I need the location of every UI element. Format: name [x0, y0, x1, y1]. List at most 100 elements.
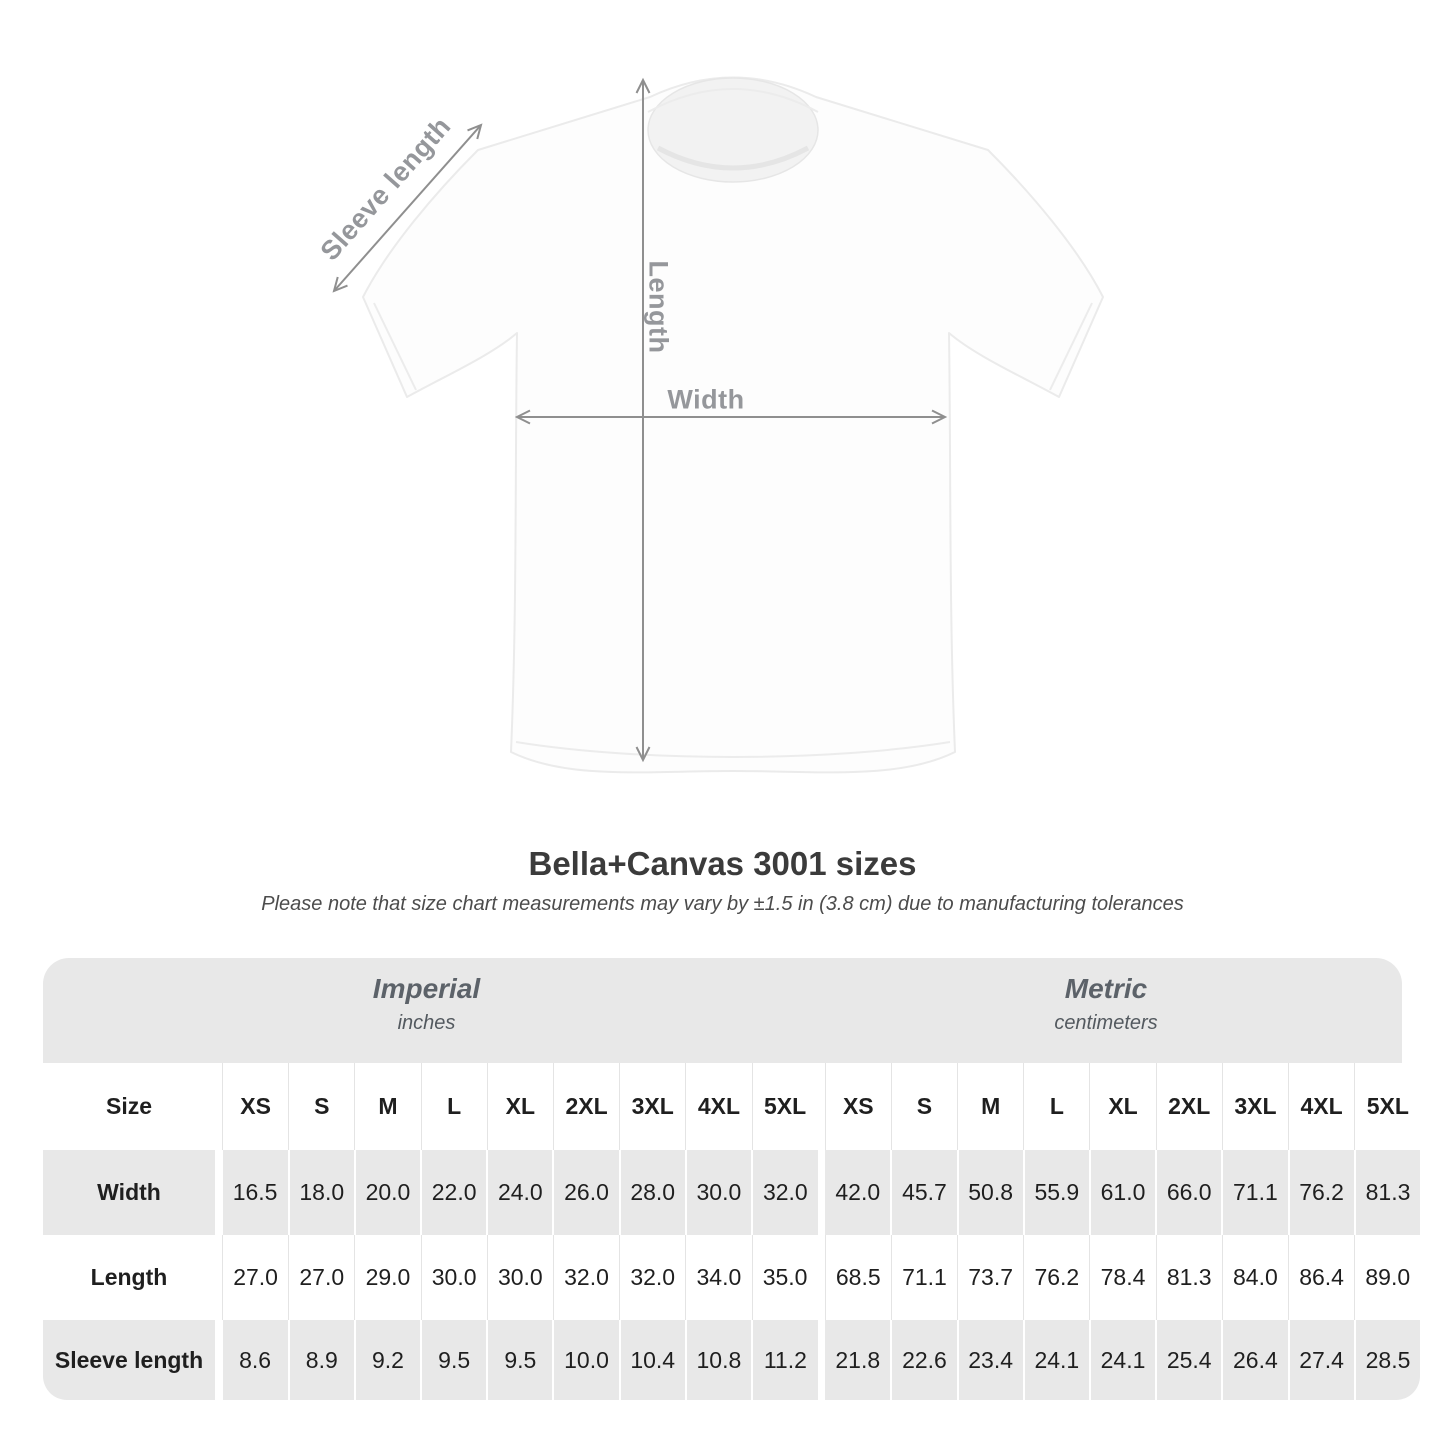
- measurement-cell: 9.5: [420, 1320, 488, 1400]
- size-row-header: Size: [43, 1063, 215, 1150]
- measurement-cell: 9.2: [353, 1320, 422, 1400]
- column-gap: [817, 1320, 826, 1400]
- size-col-header: XL: [1089, 1063, 1157, 1150]
- measurement-row: Sleeve length 8.6 8.9 9.2 9.5 9.5 10.0 10.4 10.8…: [43, 1320, 1421, 1400]
- size-col-header: XL: [486, 1063, 554, 1150]
- measurement-cell: 45.7: [890, 1150, 958, 1235]
- collar-inner-shadow: [656, 145, 810, 171]
- measurement-cell: 9.5: [486, 1320, 554, 1400]
- length-label: Length: [643, 260, 674, 354]
- column-gap: [817, 1063, 826, 1150]
- measurement-cell: 25.4: [1155, 1320, 1223, 1400]
- measurement-cell: 26.4: [1221, 1320, 1289, 1400]
- measurement-cell: 22.0: [420, 1150, 488, 1235]
- measurement-cell: 61.0: [1088, 1150, 1157, 1235]
- measurement-cell: 27.0: [221, 1235, 289, 1320]
- size-col-header: M: [354, 1063, 422, 1150]
- measurement-cell: 42.0: [825, 1150, 892, 1235]
- measurement-cell: 11.2: [751, 1320, 818, 1400]
- measurement-cell: 8.6: [222, 1320, 289, 1400]
- hem-stitch: [515, 741, 951, 758]
- measurement-cell: 32.0: [619, 1235, 686, 1320]
- measurement-cell: 24.1: [1022, 1320, 1090, 1400]
- imperial-header: Imperial inches: [43, 958, 810, 1063]
- measurement-cell: 89.0: [1354, 1235, 1421, 1320]
- measurement-cell: 32.0: [552, 1235, 620, 1320]
- left-cuff-stitch: [373, 302, 417, 391]
- measurement-cell: 34.0: [685, 1235, 752, 1320]
- size-col-header: 2XL: [1155, 1063, 1223, 1150]
- measurement-cell: 81.3: [1353, 1150, 1421, 1235]
- metric-header: Metric centimeters: [810, 958, 1402, 1063]
- length-arrow: [635, 77, 651, 763]
- measurement-cell: 10.0: [552, 1320, 620, 1400]
- column-gap: [817, 1235, 826, 1320]
- collar-ribbing: [647, 88, 819, 113]
- tshirt-body: [362, 76, 1104, 774]
- measurement-cell: 81.3: [1155, 1235, 1223, 1320]
- measurement-cell: 20.0: [353, 1150, 422, 1235]
- units-header-band: Imperial inches Metric centimeters: [43, 958, 1402, 1063]
- measurement-cell: 23.4: [956, 1320, 1024, 1400]
- sleeve-length-arrow: [332, 123, 483, 293]
- measurement-cell: 84.0: [1221, 1235, 1289, 1320]
- measurement-row: Width 16.5 18.0 20.0 22.0 24.0 26.0 28.0 30.0 32.…: [43, 1150, 1421, 1235]
- column-gap: [215, 1235, 223, 1320]
- column-gap: [817, 1150, 826, 1235]
- column-gap: [215, 1320, 223, 1400]
- column-gap: [215, 1150, 223, 1235]
- row-label: Sleeve length: [43, 1320, 215, 1400]
- tshirt-diagram: Sleeve length Length Width: [315, 76, 1104, 774]
- size-col-header: M: [957, 1063, 1024, 1150]
- measurement-cell: 86.4: [1287, 1235, 1355, 1320]
- size-col-header: S: [890, 1063, 958, 1150]
- measurement-cell: 30.0: [486, 1235, 554, 1320]
- measurement-cell: 28.5: [1353, 1320, 1421, 1400]
- measurement-cell: 24.0: [486, 1150, 554, 1235]
- row-label: Width: [43, 1150, 215, 1235]
- measurement-cell: 16.5: [222, 1150, 289, 1235]
- size-table-grid: Size XS S M L XL 2XL 3XL 4XL 5XL XS S M L XL 2XL 3XL 4XL 5…: [43, 1063, 1421, 1400]
- measurement-cell: 27.0: [288, 1235, 355, 1320]
- right-cuff-stitch: [1049, 302, 1093, 391]
- imperial-title: Imperial: [372, 973, 481, 1004]
- metric-unit: centimeters: [1054, 1012, 1158, 1034]
- measurement-cell: 24.1: [1088, 1320, 1157, 1400]
- size-col-header: 4XL: [685, 1063, 752, 1150]
- measurement-cell: 22.6: [890, 1320, 958, 1400]
- size-col-header: L: [420, 1063, 488, 1150]
- measurement-cell: 71.1: [1221, 1150, 1289, 1235]
- measurement-row: Length 27.0 27.0 29.0 30.0 30.0 32.0 32.0 34.0 35…: [43, 1235, 1421, 1320]
- measurement-cell: 8.9: [287, 1320, 355, 1400]
- size-col-header: 2XL: [552, 1063, 620, 1150]
- collar-opening: [647, 77, 819, 183]
- size-col-header: L: [1023, 1063, 1090, 1150]
- measurement-cell: 10.8: [684, 1320, 752, 1400]
- measurement-cell: 18.0: [287, 1150, 355, 1235]
- measurement-cell: 55.9: [1022, 1150, 1090, 1235]
- size-col-header: XS: [824, 1063, 892, 1150]
- measurement-cell: 30.0: [684, 1150, 752, 1235]
- measurement-cell: 21.8: [825, 1320, 892, 1400]
- size-col-header: S: [288, 1063, 355, 1150]
- measurement-cell: 50.8: [956, 1150, 1024, 1235]
- width-label: Width: [667, 384, 745, 415]
- measurement-cell: 71.1: [890, 1235, 958, 1320]
- imperial-unit: inches: [397, 1012, 456, 1034]
- size-col-header: 3XL: [619, 1063, 686, 1150]
- measurement-cell: 27.4: [1287, 1320, 1355, 1400]
- measurement-cell: 76.2: [1287, 1150, 1355, 1235]
- measurement-cell: 76.2: [1023, 1235, 1090, 1320]
- size-col-header: 3XL: [1221, 1063, 1289, 1150]
- size-col-header: 4XL: [1287, 1063, 1355, 1150]
- measurement-cell: 29.0: [354, 1235, 422, 1320]
- measurement-cell: 78.4: [1089, 1235, 1157, 1320]
- width-arrow: [514, 409, 948, 425]
- column-gap: [215, 1063, 223, 1150]
- tolerance-note: Please note that size chart measurements…: [261, 893, 1184, 915]
- measurement-cell: 26.0: [552, 1150, 620, 1235]
- size-table: Imperial inches Metric centimeters Size X…: [43, 958, 1421, 1400]
- size-col-header: XS: [221, 1063, 289, 1150]
- measurement-cell: 35.0: [751, 1235, 818, 1320]
- measurement-cell: 10.4: [618, 1320, 686, 1400]
